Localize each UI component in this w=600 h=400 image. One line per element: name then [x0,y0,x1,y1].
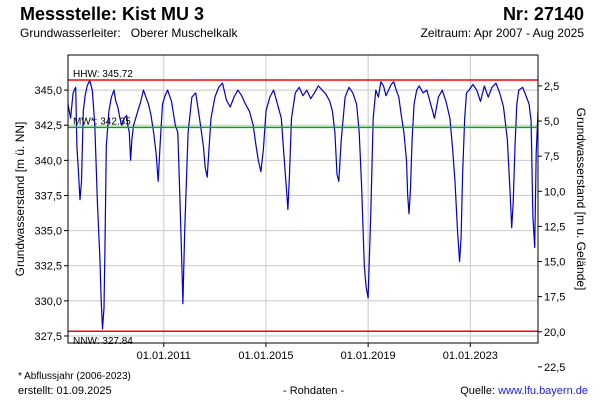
y-tick-label-right: 12,5 [544,221,565,233]
y-tick-label-right: 10,0 [544,186,565,198]
footnote: * Abflussjahr (2006-2023) [18,371,131,382]
y-tick-label-right: 17,5 [544,292,565,304]
reference-line-label: NNW: 327.84 [73,336,133,347]
x-axis: 01.01.2011 01.01.2015 01.01.2019 01.01.2023 [137,343,498,362]
aquifer-label: Grundwasserleiter: [20,26,121,40]
created-date: erstellt: 01.09.2025 [18,385,112,397]
y-tick-label-left: 342,5 [34,120,62,132]
plot-frame [67,54,539,344]
y-tick-label-right: 15,0 [544,257,565,269]
series-layer [67,79,539,330]
y-tick-label-left: 335,0 [34,226,62,238]
y-tick-label-right: 22,5 [544,362,565,374]
series-line-water-level [67,79,539,330]
raw-data-label: - Rohdaten - [283,385,345,397]
reference-lines: HHW: 345.72 MW*: 342.35 NNW: 327.84 [68,69,538,347]
y-tick-label-left: 332,5 [34,261,62,273]
source: Quelle: www.lfu.bayern.de [460,385,588,397]
station-title: Messstelle: Kist MU 3 [20,4,205,24]
x-tick-label: 01.01.2015 [238,350,293,362]
y-tick-label-right: 20,0 [544,327,565,339]
reference-line-label: HHW: 345.72 [73,69,133,80]
station-number: Nr: 27140 [502,4,584,24]
x-tick-label: 01.01.2019 [341,350,396,362]
period-label: Zeitraum: Apr 2007 - Aug 2025 [420,26,584,40]
y-axis-label-left: Grundwasserstand [m ü. NN] [13,122,27,277]
aquifer-info: Grundwasserleiter: Oberer Muschelkalk [20,26,237,40]
y-tick-label-left: 340,0 [34,155,62,167]
aquifer-value: Oberer Muschelkalk [130,26,238,40]
y-tick-label-left: 330,0 [34,296,62,308]
reference-line-label: MW*: 342.35 [73,116,131,127]
source-link[interactable]: www.lfu.bayern.de [498,385,588,397]
y-axis-left: 327,5 330,0 332,5 335,0 337,5 340,0 342,5 345,0 [34,85,68,343]
x-tick-label: 01.01.2023 [443,350,498,362]
x-tick-label: 01.01.2011 [137,350,191,362]
y-tick-label-right: 7,5 [544,151,559,163]
y-tick-label-right: 2,5 [544,81,559,93]
y-tick-label-left: 337,5 [34,190,62,202]
y-tick-label-left: 345,0 [34,85,62,97]
grid [68,55,538,343]
y-tick-label-right: 5,0 [544,116,559,128]
y-axis-right: 2,5 5,0 7,5 10,0 12,5 15,0 17,5 20,0 22,5 [538,81,565,374]
y-axis-label-right: Grundwasserstand [m u. Gelände] [574,108,588,291]
y-tick-label-left: 327,5 [34,331,62,343]
source-label: Quelle: [460,385,499,397]
